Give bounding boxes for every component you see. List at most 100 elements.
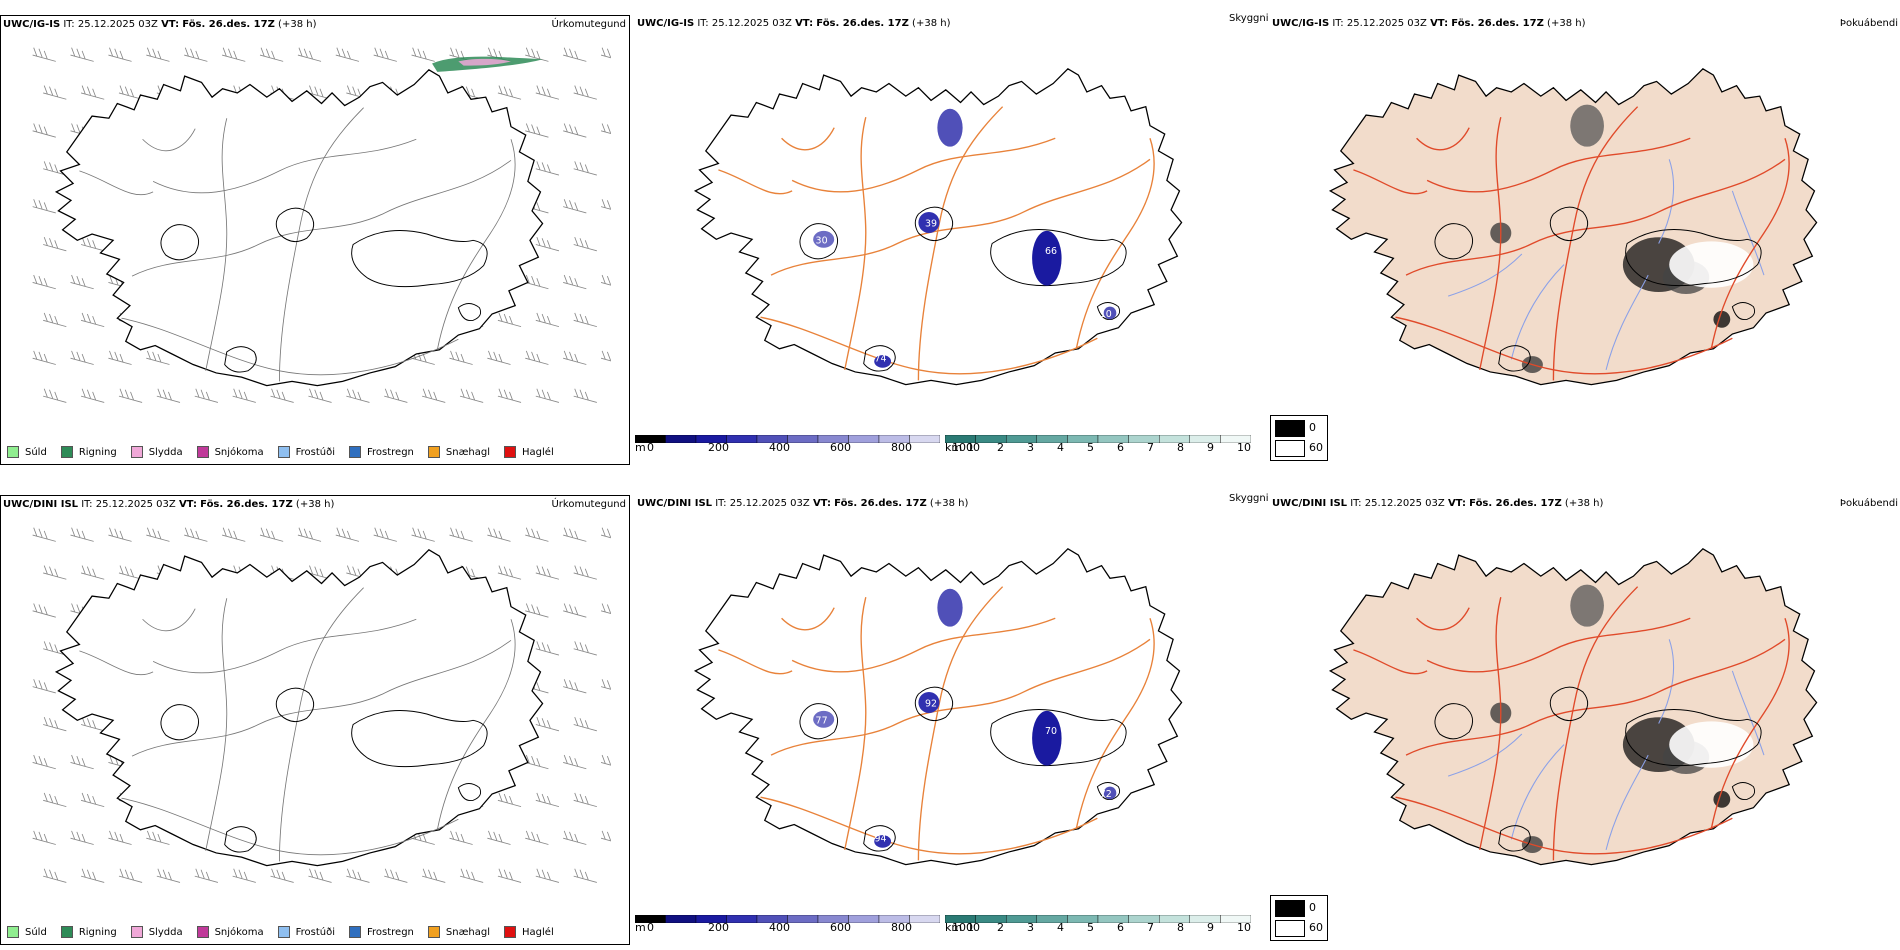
road	[844, 117, 867, 370]
vt-label: VT:	[1430, 18, 1449, 29]
legend-label: Frostúði	[295, 446, 335, 458]
legend-item: Frostregn	[349, 446, 414, 458]
it-value: 25.12.2025 03Z	[1364, 498, 1445, 509]
road	[844, 597, 867, 850]
vt-label: VT:	[795, 18, 814, 29]
river	[1510, 264, 1565, 360]
colorbar-segment	[1158, 915, 1190, 923]
glacier-outline	[224, 826, 257, 853]
road	[1710, 618, 1790, 829]
visibility-area	[874, 835, 892, 848]
road	[718, 649, 793, 675]
glacier-outline	[1434, 223, 1474, 260]
colorbar-segment	[848, 915, 880, 923]
legend-item: Snjókoma	[196, 926, 264, 938]
visibility-value-label: 77	[816, 716, 828, 727]
visibility-area	[813, 230, 835, 248]
legend-swatch	[504, 446, 517, 458]
river	[1658, 159, 1675, 244]
visibility-value-label: 74	[874, 353, 886, 364]
colorbar-tick: 6	[1117, 921, 1124, 934]
legend-item: Slydda	[130, 926, 183, 938]
fog-legend: 0 60	[1270, 415, 1328, 461]
glacier-outline	[351, 230, 488, 288]
legend-swatch	[7, 926, 19, 938]
visibility-value-label: 39	[925, 219, 937, 230]
road	[131, 159, 512, 277]
glacier-outline	[1731, 782, 1756, 801]
colorbar-tick: 6	[1117, 441, 1124, 454]
glacier-outline	[1434, 703, 1474, 740]
visibility-value-label: 30	[816, 236, 828, 247]
road	[1552, 586, 1639, 861]
road	[436, 139, 516, 350]
fog-area	[1713, 790, 1731, 808]
river	[1605, 274, 1649, 370]
legend-item: Haglél	[504, 446, 554, 458]
legend-label: Rigning	[78, 926, 117, 938]
vt-value: Fös. 26.des. 17Z	[1451, 18, 1544, 29]
panel-header: UWC/IG-IS IT: 25.12.2025 03Z VT: Fös. 26…	[637, 18, 950, 29]
forecast-panel-precip: UWC/IG-IS IT: 25.12.2025 03Z VT: Fös. 26…	[0, 15, 630, 465]
colorbar-segment	[726, 435, 758, 443]
glacier-outline	[160, 704, 200, 741]
it-label: IT:	[715, 498, 727, 509]
road	[152, 618, 417, 674]
iceland-map: 30 39 66 74 10	[693, 67, 1183, 386]
model-name: UWC/DINI ISL	[3, 499, 79, 510]
legend-swatch	[277, 926, 290, 938]
iceland-map	[1328, 547, 1818, 866]
glacier-outline	[990, 229, 1127, 287]
fog-legend-label: 0	[1309, 421, 1316, 434]
colorbar-tick: 0	[647, 921, 654, 934]
colorbar-tick: 1	[967, 921, 974, 934]
legend-swatch	[349, 446, 361, 458]
precip-type-legend: Súld Rigning Slydda Snjókoma Frostúði Frostre…	[7, 926, 568, 938]
road	[279, 107, 364, 382]
legend-label: Rigning	[78, 446, 117, 458]
colorbar-tick: 0	[647, 441, 654, 454]
glacier-outline	[457, 303, 482, 322]
glacier-outline	[914, 686, 954, 722]
iceland-map	[32, 527, 611, 883]
fog-legend: 0 60	[1270, 895, 1328, 941]
glacier-outline	[799, 703, 839, 740]
colorbar-segment	[1097, 435, 1129, 443]
river	[1658, 639, 1675, 724]
colorbar-segment	[909, 435, 940, 443]
iceland-map	[1328, 67, 1818, 386]
colorbar-tick: 5	[1087, 441, 1094, 454]
legend-label: Súld	[25, 926, 47, 938]
colorbar-segment	[787, 915, 819, 923]
colorbar-tick: 1000	[952, 441, 980, 454]
colorbar-segment	[1189, 915, 1221, 923]
colorbar-tick: 200	[708, 921, 729, 934]
visibility-value-label: 10	[1100, 309, 1112, 320]
iceland-map: 77 92 70 94 72	[693, 547, 1183, 866]
visibility-area	[918, 691, 940, 713]
precip-type-legend: Súld Rigning Slydda Snjókoma Frostúði Frostre…	[7, 446, 568, 458]
colorbar-segment	[1128, 915, 1160, 923]
fog-legend-swatch	[1275, 920, 1305, 937]
panel-title: Þokuábendi	[1839, 18, 1898, 29]
legend-swatch	[427, 926, 440, 938]
road	[1416, 127, 1470, 151]
colorbar-tick: 8	[1177, 441, 1184, 454]
vt-label: VT:	[178, 499, 197, 510]
vt-label: VT:	[812, 498, 831, 509]
legend-swatch	[277, 446, 290, 458]
road	[131, 639, 512, 757]
glacier-outline	[1096, 302, 1121, 321]
fog-area	[1713, 310, 1731, 328]
road	[279, 587, 364, 862]
colorbar-segment	[726, 915, 758, 923]
glacier-outline	[457, 783, 482, 802]
vt-value: Fös. 26.des. 17Z	[1469, 498, 1562, 509]
road	[1075, 618, 1155, 829]
lead-time: (+38 h)	[1564, 498, 1604, 509]
colorbar-tick: 4	[1057, 441, 1064, 454]
river	[1510, 744, 1565, 840]
colorbar-tick: 400	[769, 441, 790, 454]
road	[1710, 138, 1790, 349]
model-name: UWC/DINI ISL	[1272, 498, 1348, 509]
